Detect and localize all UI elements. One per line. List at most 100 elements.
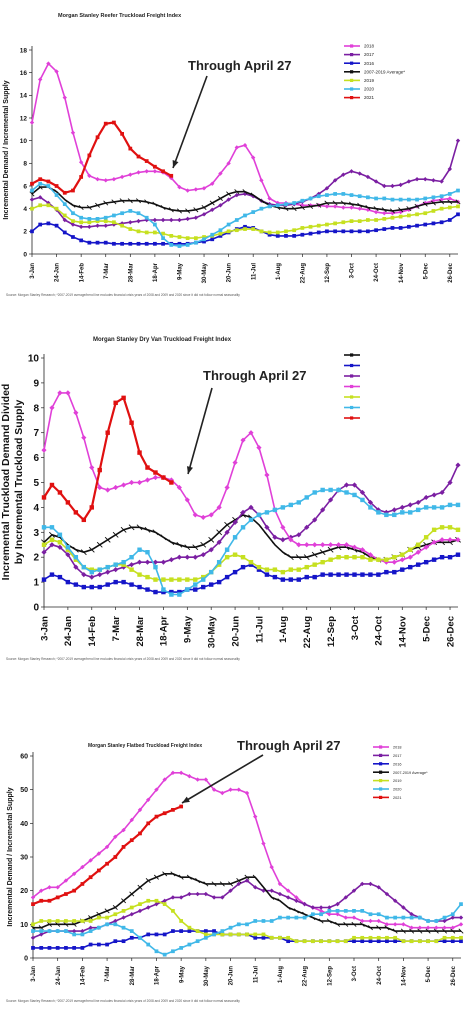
legend-marker bbox=[350, 374, 354, 378]
data-point bbox=[291, 206, 297, 212]
data-point bbox=[304, 495, 309, 500]
data-point bbox=[201, 186, 207, 191]
data-point bbox=[226, 191, 232, 197]
data-point bbox=[304, 574, 309, 580]
data-point bbox=[203, 881, 209, 887]
data-point bbox=[49, 525, 55, 530]
legend-marker bbox=[350, 44, 354, 48]
x-tick-label: 26-Dec bbox=[448, 262, 454, 282]
data-point bbox=[96, 911, 102, 917]
y-tick-label: 16 bbox=[20, 70, 28, 77]
data-point bbox=[455, 462, 461, 468]
x-tick-label: 3-Oct bbox=[350, 263, 356, 278]
data-point bbox=[162, 898, 167, 903]
data-point bbox=[393, 939, 398, 944]
data-point bbox=[31, 929, 35, 933]
y-tick-label: 20 bbox=[20, 888, 28, 895]
data-point bbox=[316, 223, 321, 228]
data-point bbox=[367, 925, 373, 931]
data-point bbox=[103, 223, 108, 228]
annotation-arrow bbox=[181, 754, 264, 804]
data-point bbox=[203, 777, 209, 782]
data-point bbox=[54, 223, 59, 228]
data-point bbox=[121, 562, 126, 567]
data-point bbox=[294, 915, 299, 920]
data-point bbox=[349, 193, 354, 197]
data-point bbox=[136, 154, 141, 159]
data-point bbox=[422, 201, 428, 207]
data-point bbox=[459, 935, 463, 940]
data-point bbox=[41, 549, 47, 555]
data-point bbox=[376, 572, 381, 577]
data-point bbox=[37, 195, 43, 200]
data-point bbox=[344, 572, 349, 577]
data-point bbox=[259, 206, 264, 211]
data-point bbox=[41, 495, 47, 500]
data-point bbox=[65, 500, 71, 505]
data-point bbox=[171, 949, 175, 954]
data-point bbox=[208, 582, 214, 587]
data-point bbox=[357, 219, 362, 224]
legend-marker bbox=[379, 779, 383, 783]
data-point bbox=[63, 921, 69, 927]
data-point bbox=[450, 915, 455, 920]
annotation-arrow bbox=[172, 75, 208, 169]
data-point bbox=[128, 146, 133, 151]
y-tick-label: 50 bbox=[20, 787, 28, 794]
data-point bbox=[433, 928, 439, 934]
x-tick-label: 22-Aug bbox=[302, 616, 313, 648]
data-point bbox=[129, 912, 134, 917]
data-point bbox=[261, 919, 266, 923]
data-point bbox=[280, 577, 286, 582]
data-point bbox=[137, 584, 142, 590]
data-point bbox=[169, 173, 174, 178]
x-tick-label: 18-Apr bbox=[155, 965, 161, 985]
data-point bbox=[80, 919, 85, 923]
data-point bbox=[296, 542, 302, 548]
data-point bbox=[113, 562, 118, 567]
data-point bbox=[390, 226, 395, 230]
legend-label: 2019 bbox=[364, 78, 375, 83]
data-point bbox=[153, 577, 158, 582]
data-point bbox=[169, 589, 174, 595]
data-point bbox=[162, 811, 167, 816]
data-point bbox=[120, 211, 124, 216]
y-tick-label: 6 bbox=[33, 453, 39, 464]
data-point bbox=[121, 925, 126, 930]
data-point bbox=[341, 220, 346, 225]
data-point bbox=[71, 235, 75, 239]
data-point bbox=[64, 929, 68, 933]
data-point bbox=[176, 208, 182, 214]
data-point bbox=[160, 559, 167, 565]
data-point bbox=[390, 183, 395, 189]
data-point bbox=[168, 557, 174, 563]
data-point bbox=[325, 222, 329, 227]
data-point bbox=[332, 204, 338, 209]
x-tick-label: 11-Jul bbox=[251, 263, 257, 280]
data-point bbox=[286, 935, 291, 940]
y-tick-label: 7 bbox=[33, 428, 39, 439]
data-point bbox=[459, 902, 463, 907]
x-tick-label: 24-Jan bbox=[63, 616, 74, 646]
data-point bbox=[318, 908, 324, 914]
data-point bbox=[136, 218, 141, 224]
data-point bbox=[236, 932, 241, 937]
data-point bbox=[455, 527, 461, 533]
data-point bbox=[73, 510, 79, 515]
data-point bbox=[414, 177, 420, 182]
x-tick-label: 5-Dec bbox=[423, 262, 429, 279]
data-point bbox=[228, 925, 233, 930]
chart-title: Morgan Stanley Dry Van Truckload Freight… bbox=[93, 337, 232, 343]
data-point bbox=[72, 919, 77, 923]
data-point bbox=[284, 202, 288, 207]
data-point bbox=[57, 540, 63, 545]
data-point bbox=[336, 554, 341, 560]
data-point bbox=[351, 888, 357, 893]
data-point bbox=[224, 554, 230, 560]
x-tick-label: 7-Mar bbox=[111, 616, 122, 642]
data-point bbox=[277, 891, 283, 897]
data-point bbox=[62, 197, 68, 203]
data-point bbox=[234, 189, 240, 195]
y-tick-label: 10 bbox=[20, 138, 28, 145]
data-point bbox=[368, 935, 373, 940]
